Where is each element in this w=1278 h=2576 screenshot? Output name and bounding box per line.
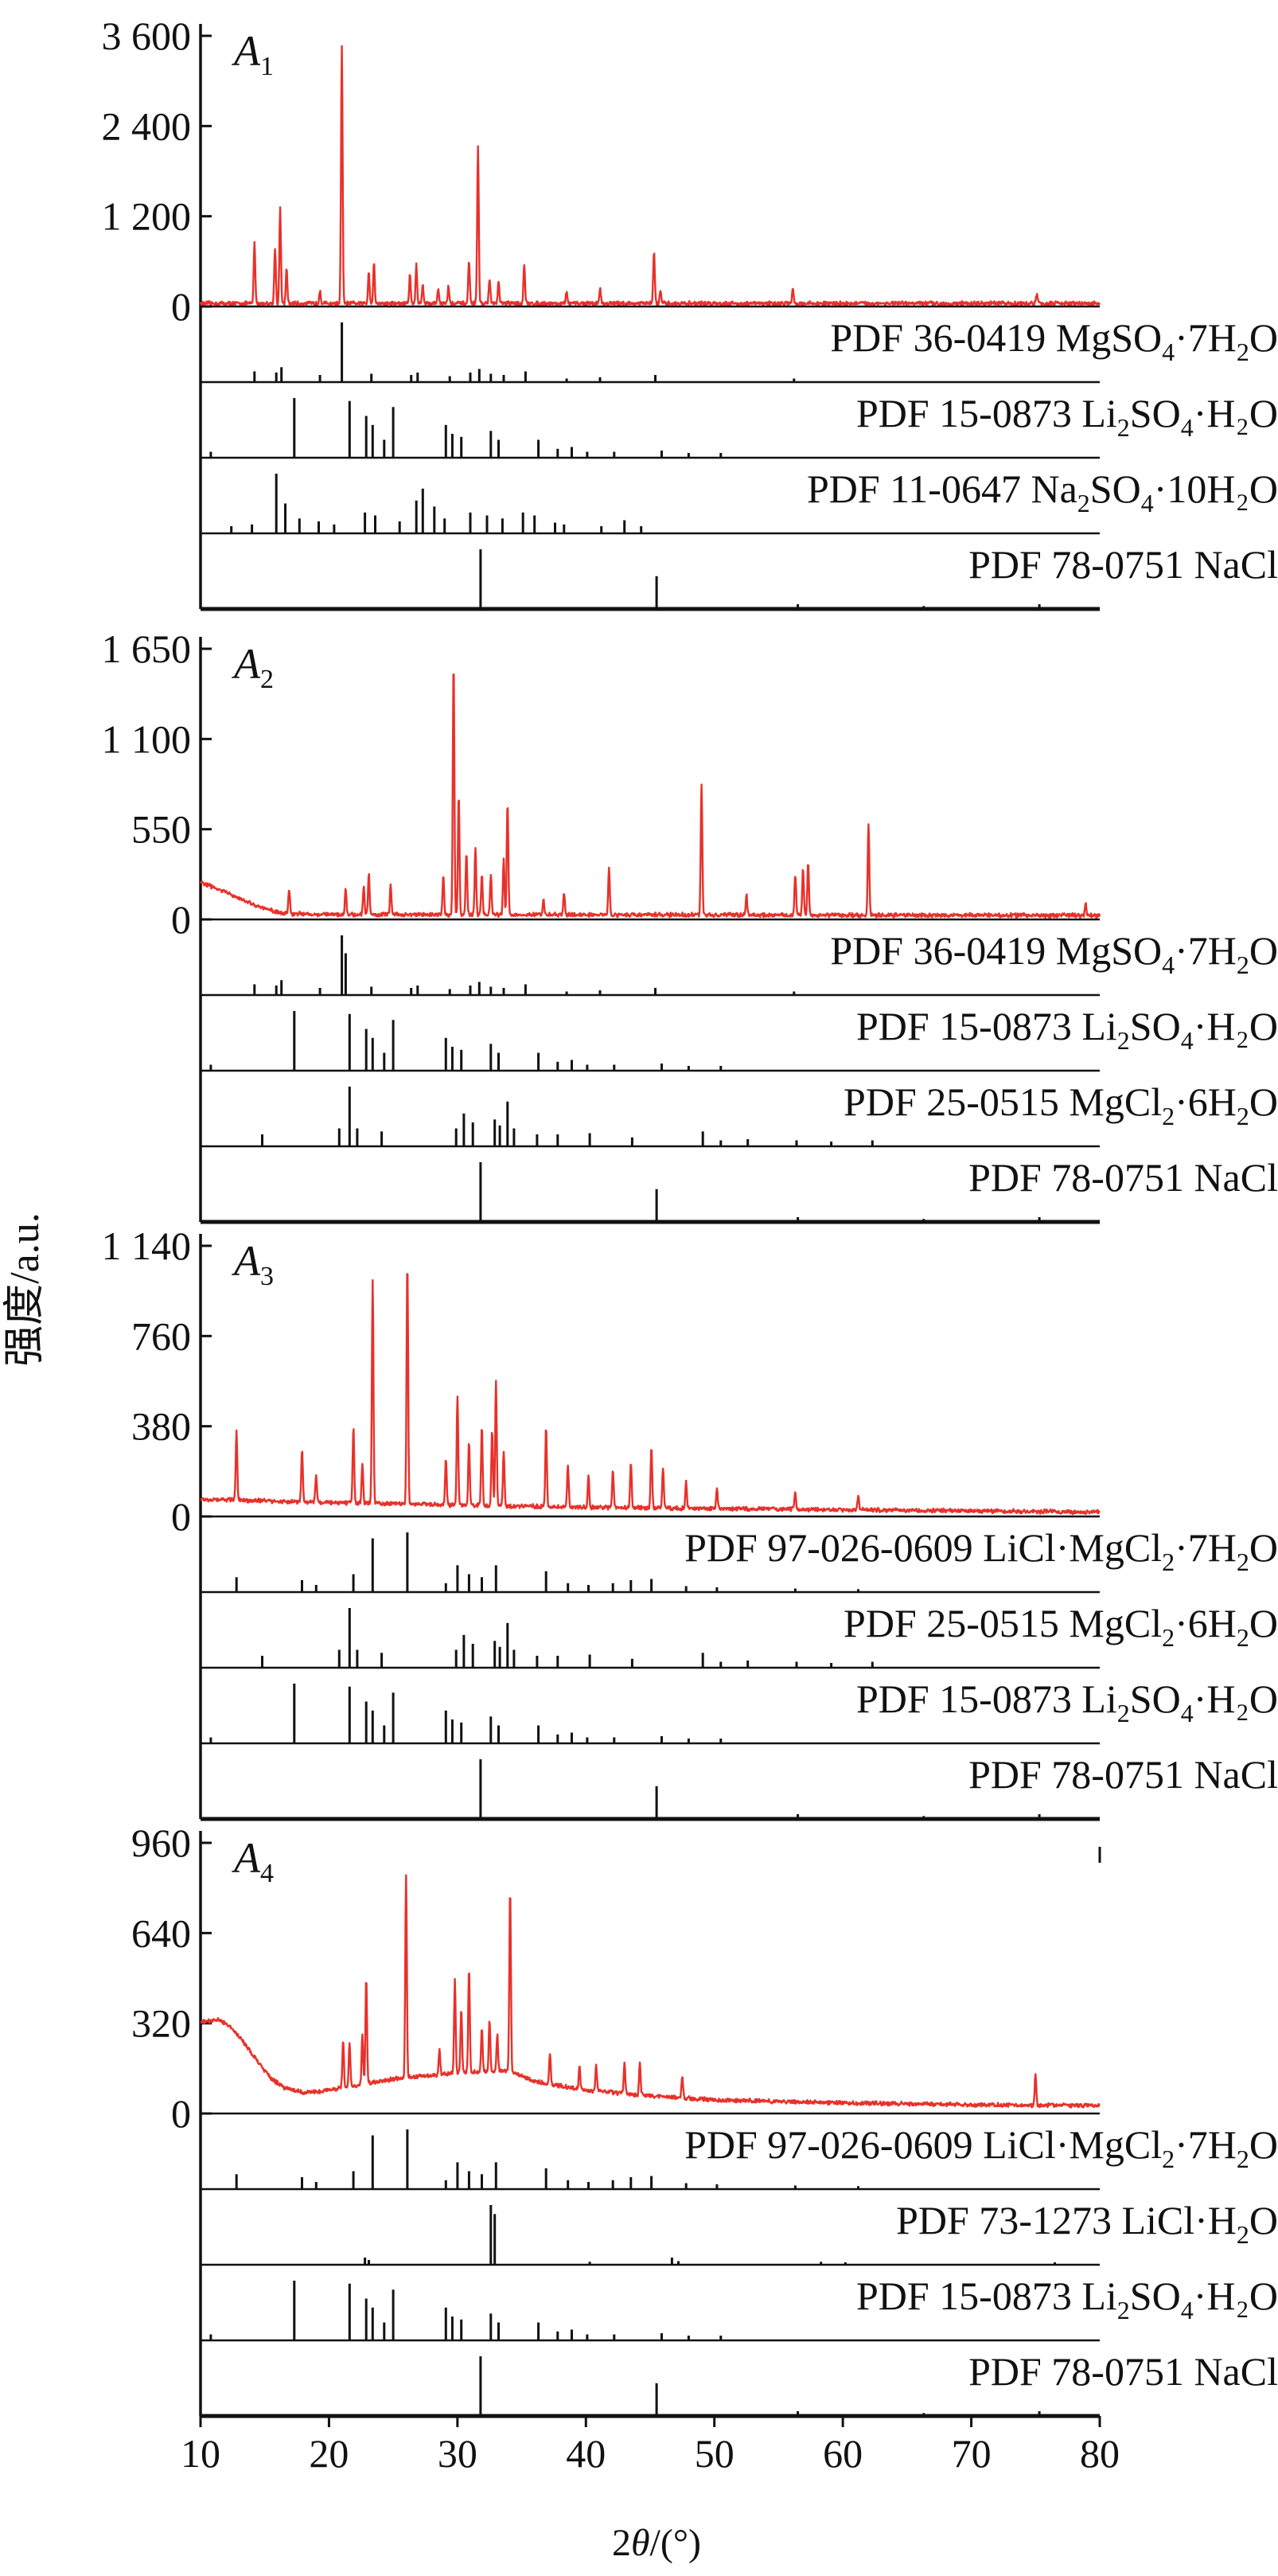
reference-label: PDF 73-1273 LiCl·H2O xyxy=(896,2198,1278,2249)
reference-pattern: PDF 78-0751 NaCl xyxy=(201,1752,1278,1821)
y-tick-label: 0 xyxy=(171,2091,191,2136)
reference-pattern: PDF 25-0515 MgCl2·6H2O xyxy=(201,1079,1278,1148)
panel-4: 0 320 640 960 A4 PDF 97-026-0609 LiCl·MgCl2·7… xyxy=(131,1821,1278,2418)
reference-label: PDF 78-0751 NaCl xyxy=(968,542,1278,587)
reference-label: PDF 78-0751 NaCl xyxy=(968,2349,1278,2394)
reference-pattern: PDF 97-026-0609 LiCl·MgCl2·7H2O xyxy=(201,1525,1278,1594)
panel-1: 0 1 200 2 400 3 600 A1 PDF 36-0419 MgSO4·7H2O… xyxy=(102,14,1278,611)
reference-label: PDF 36-0419 MgSO4·7H2O xyxy=(830,928,1278,979)
panels: 0 1 200 2 400 3 600 A1 PDF 36-0419 MgSO4·7H2O… xyxy=(102,14,1278,2418)
reference-label: PDF 78-0751 NaCl xyxy=(968,1155,1278,1200)
reference-pattern: PDF 25-0515 MgCl2·6H2O xyxy=(201,1601,1278,1669)
reference-pattern: PDF 78-0751 NaCl xyxy=(201,1155,1278,1224)
panel-2: 0 550 1 100 1 650 A2 PDF 36-0419 MgSO4·7H2O PD… xyxy=(102,626,1278,1224)
xrd-pattern-line xyxy=(199,673,1101,919)
reference-pattern: PDF 78-0751 NaCl xyxy=(201,542,1278,611)
x-axis: 10 20 30 40 50 60 70 80 xyxy=(181,1847,1120,2476)
reference-pattern: PDF 15-0873 Li2SO4·H₂O xyxy=(201,2274,1278,2342)
y-tick-label: 0 xyxy=(171,1494,191,1539)
x-tick-label: 30 xyxy=(438,2431,477,2476)
x-tick-label: 50 xyxy=(695,2431,734,2476)
xrd-pattern-line xyxy=(200,1273,1101,1516)
x-tick-label: 20 xyxy=(309,2431,349,2476)
reference-pattern: PDF 78-0751 NaCl xyxy=(201,2349,1278,2418)
reference-pattern: PDF 97-026-0609 LiCl·MgCl2·7H2O xyxy=(201,2122,1278,2191)
y-tick-label: 1 100 xyxy=(102,716,192,761)
x-tick-label: 10 xyxy=(181,2431,220,2476)
reference-pattern: PDF 15-0873 Li2SO4·H₂O xyxy=(201,1676,1278,1745)
x-axis-label: 2θ/(°) xyxy=(612,2522,701,2564)
y-tick-label: 960 xyxy=(131,1821,191,1865)
y-tick-label: 1 650 xyxy=(102,626,192,671)
y-axis-label: 强度/a.u. xyxy=(2,1212,48,1367)
xrd-pattern-line xyxy=(200,1874,1101,2109)
x-tick-label: 40 xyxy=(566,2431,606,2476)
reference-pattern: PDF 36-0419 MgSO4·7H2O xyxy=(201,315,1278,384)
y-tick-label: 0 xyxy=(171,284,191,329)
panel-label: A1 xyxy=(232,27,274,81)
panel-label: A4 xyxy=(232,1834,274,1888)
reference-pattern: PDF 15-0873 Li2SO4·H₂O xyxy=(201,391,1278,459)
xrd-pattern-line xyxy=(199,45,1101,307)
y-tick-label: 760 xyxy=(131,1313,191,1358)
reference-label: PDF 11-0647 Na2SO4·10H₂O xyxy=(807,466,1278,517)
y-tick-label: 1 140 xyxy=(102,1224,192,1268)
reference-label: PDF 15-0873 Li2SO4·H₂O xyxy=(856,1676,1278,1727)
y-tick-label: 0 xyxy=(171,897,191,942)
x-tick-label: 60 xyxy=(823,2431,863,2476)
reference-label: PDF 25-0515 MgCl2·6H2O xyxy=(844,1601,1278,1652)
y-tick-label: 550 xyxy=(131,807,191,852)
reference-label: PDF 15-0873 Li2SO4·H₂O xyxy=(856,391,1278,442)
reference-label: PDF 97-026-0609 LiCl·MgCl2·7H2O xyxy=(684,2122,1278,2173)
reference-label: PDF 97-026-0609 LiCl·MgCl2·7H2O xyxy=(684,1525,1278,1576)
x-tick-label: 70 xyxy=(952,2431,992,2476)
y-tick-label: 640 xyxy=(131,1911,191,1955)
reference-pattern: PDF 11-0647 Na2SO4·10H₂O xyxy=(201,466,1278,535)
reference-pattern: PDF 73-1273 LiCl·H2O xyxy=(201,2198,1278,2266)
panel-label: A3 xyxy=(232,1237,274,1291)
y-tick-label: 2 400 xyxy=(102,103,192,148)
reference-label: PDF 25-0515 MgCl2·6H2O xyxy=(844,1079,1278,1130)
y-tick-label: 1 200 xyxy=(102,194,192,239)
panel-3: 0 380 760 1 140 A3 PDF 97-026-0609 LiCl·MgCl2… xyxy=(102,1224,1278,1821)
x-tick-label: 80 xyxy=(1080,2431,1120,2476)
reference-label: PDF 78-0751 NaCl xyxy=(968,1752,1278,1797)
reference-label: PDF 15-0873 Li2SO4·H₂O xyxy=(856,2274,1278,2324)
reference-label: PDF 36-0419 MgSO4·7H2O xyxy=(830,315,1278,366)
reference-pattern: PDF 15-0873 Li2SO4·H₂O xyxy=(201,1004,1278,1072)
y-tick-label: 320 xyxy=(131,2001,191,2046)
reference-label: PDF 15-0873 Li2SO4·H₂O xyxy=(856,1004,1278,1055)
panel-label: A2 xyxy=(232,640,274,694)
y-tick-label: 3 600 xyxy=(102,14,192,58)
y-tick-label: 380 xyxy=(131,1404,191,1449)
reference-pattern: PDF 36-0419 MgSO4·7H2O xyxy=(201,928,1278,997)
